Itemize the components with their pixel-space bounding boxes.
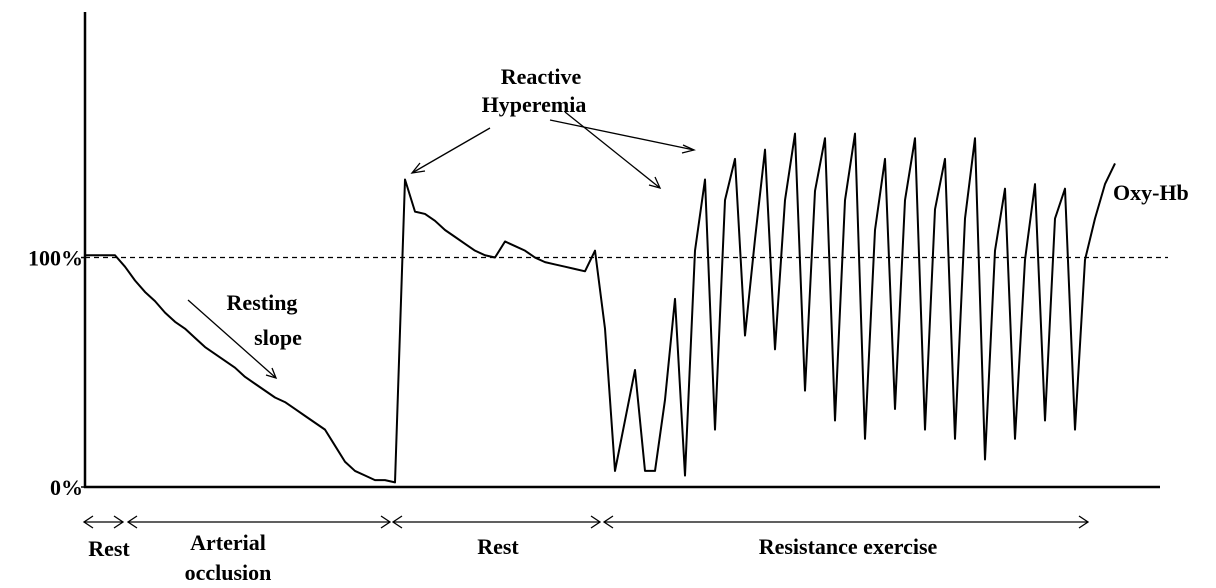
series-label: Oxy-Hb [1113,180,1189,205]
arrow [187,299,277,379]
phase-arrows [82,515,1090,529]
arrow [549,119,695,151]
data-line [85,132,1116,484]
arrow-head [410,162,426,174]
annotation-arrows [187,111,696,380]
annotation: Resting [227,290,298,315]
phase-label: Arterial [190,530,266,555]
arrow-head [265,367,278,380]
arrow-head [681,144,696,154]
axes [83,12,1160,489]
arrow [564,111,661,189]
phase-label: occlusion [185,560,272,585]
annotation: Reactive [501,64,582,89]
annotation: Hyperemia [482,92,587,117]
arrow-head [648,176,662,189]
y-tick-label: 100% [28,246,83,271]
phase-label: Rest [88,536,130,561]
phase-label: Rest [477,534,519,559]
phase-label: Resistance exercise [759,534,938,559]
annotation: slope [254,325,302,350]
arrow [411,127,491,174]
y-tick-label: 0% [50,475,83,500]
